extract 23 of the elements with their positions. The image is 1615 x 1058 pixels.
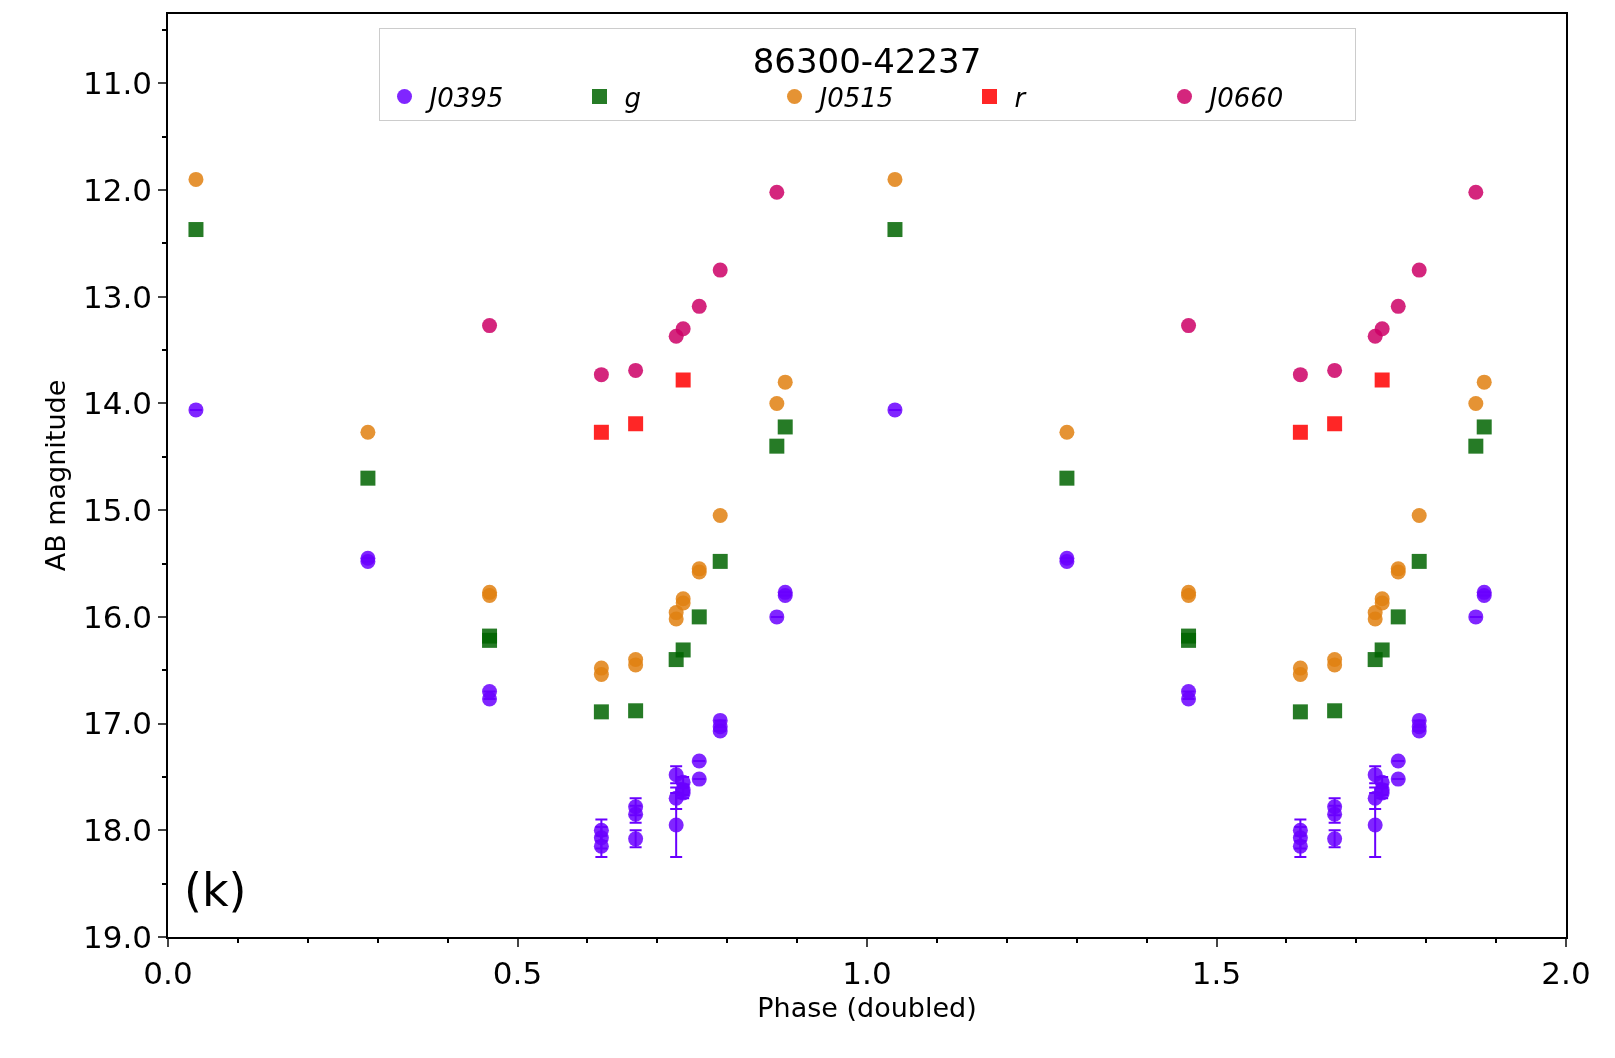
y-tick-label: 12.0 — [83, 171, 153, 208]
legend-label: r — [1014, 82, 1028, 113]
legend-label: J0515 — [814, 82, 894, 113]
legend-title: 86300-42237 — [752, 41, 982, 82]
x-axis-title: Phase (doubled) — [757, 991, 977, 1023]
legend-label: g — [624, 82, 642, 113]
x-tick-label: 0.5 — [492, 954, 543, 991]
y-tick-label: 17.0 — [83, 705, 153, 742]
y-tick-label: 11.0 — [83, 65, 153, 102]
y-tick-label: 15.0 — [83, 492, 153, 529]
y-tick-label: 18.0 — [83, 812, 153, 849]
y-tick-label: 14.0 — [83, 385, 153, 422]
legend-label: J0660 — [1204, 82, 1284, 113]
x-tick-label: 2.0 — [1541, 954, 1591, 991]
y-tick-label: 13.0 — [83, 278, 153, 315]
y-tick-label: 16.0 — [83, 598, 153, 635]
annotation: (k) — [184, 863, 247, 917]
x-tick-label: 1.0 — [842, 954, 892, 991]
y-axis-title: AB magnitude — [39, 379, 71, 572]
x-tick-label: 1.5 — [1191, 954, 1242, 991]
legend-label: J0395 — [424, 82, 504, 113]
y-tick-label: 19.0 — [83, 918, 153, 955]
x-tick-label: 0.0 — [143, 954, 193, 991]
